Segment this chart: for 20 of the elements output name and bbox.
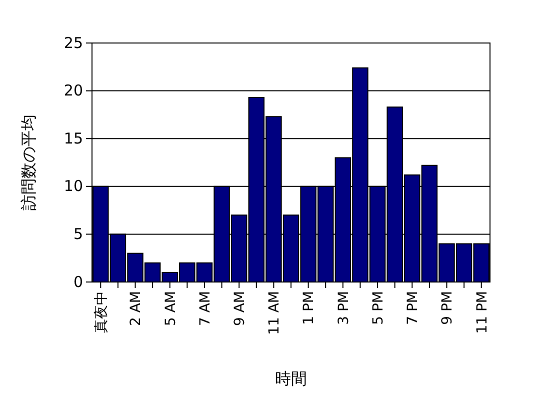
x-tick-label: 2 AM bbox=[128, 291, 144, 326]
x-tick-label: 11 AM bbox=[266, 291, 283, 335]
y-tick-label: 10 bbox=[64, 177, 83, 196]
x-tick-label: 1 PM bbox=[301, 291, 318, 325]
x-tick-label: 7 AM bbox=[197, 291, 214, 326]
x-tick-label: 11 PM bbox=[474, 291, 490, 334]
x-tick-label: 5 PM bbox=[370, 291, 386, 325]
x-tick-label: 真夜中 bbox=[94, 291, 110, 333]
y-tick-label: 15 bbox=[64, 129, 83, 148]
x-tick-label: 9 AM bbox=[232, 291, 248, 326]
y-tick-label: 20 bbox=[64, 82, 83, 100]
x-tick-label: 3 PM bbox=[336, 291, 352, 325]
x-tick-label: 7 PM bbox=[405, 291, 422, 325]
y-tick-label: 25 bbox=[64, 34, 83, 52]
x-axis-title: 時間 bbox=[275, 369, 307, 388]
x-tick-label: 5 AM bbox=[162, 291, 179, 326]
y-tick-label: 5 bbox=[73, 225, 83, 243]
y-axis-title: 訪問数の平均 bbox=[19, 114, 38, 210]
x-tick-label: 9 PM bbox=[440, 291, 456, 325]
y-tick-label: 0 bbox=[73, 272, 83, 291]
